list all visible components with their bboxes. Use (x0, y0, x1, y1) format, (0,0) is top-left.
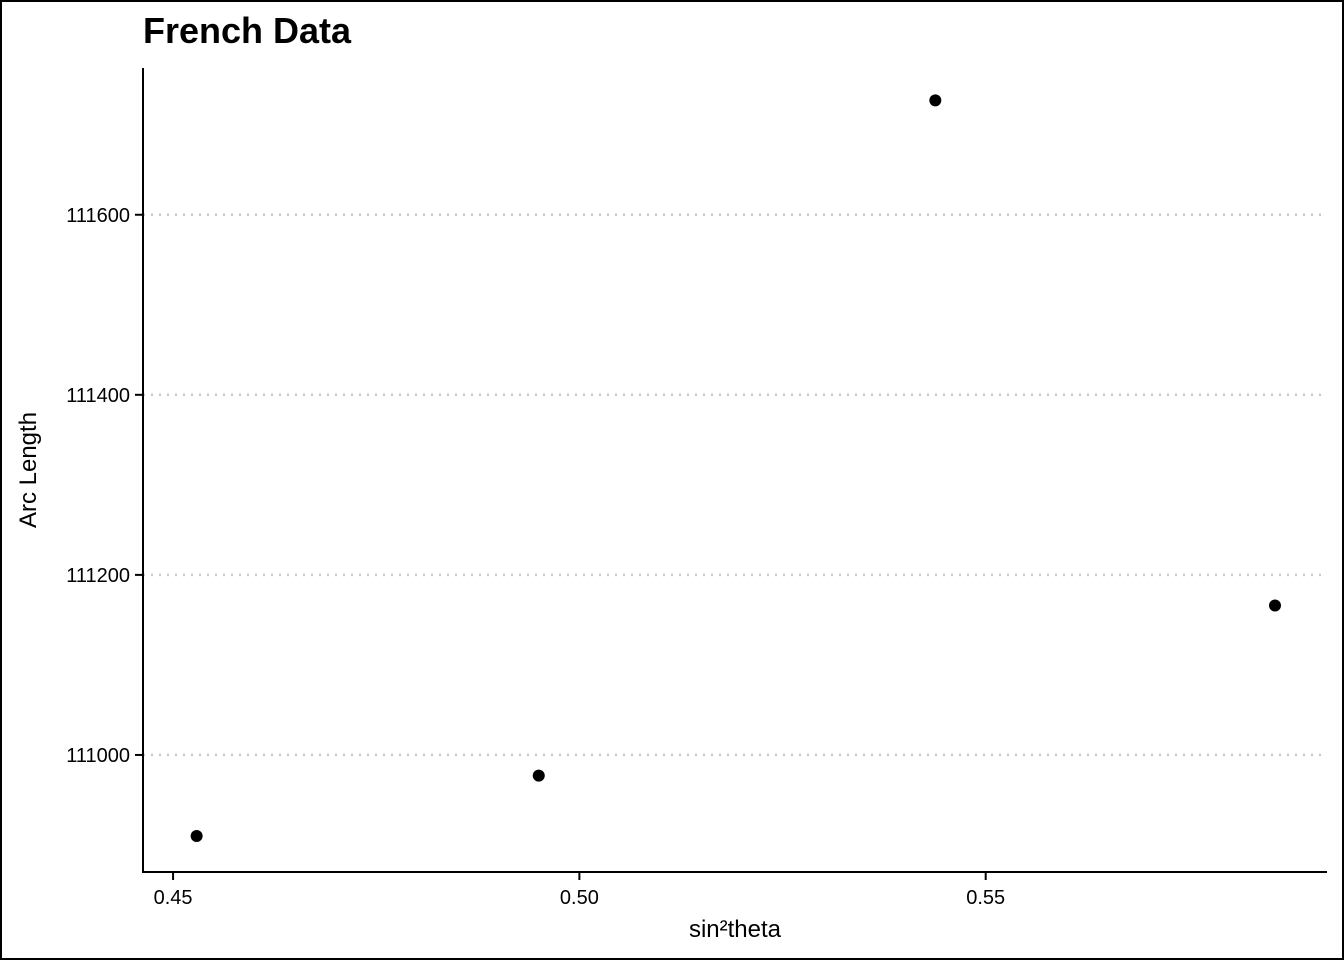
y-tick-label: 111600 (66, 205, 130, 227)
data-point (191, 830, 203, 842)
data-point (533, 770, 545, 782)
x-tick-label: 0.50 (560, 887, 599, 909)
x-axis-title: sin²theta (689, 916, 782, 943)
data-point (1269, 600, 1281, 612)
chart-title: French Data (143, 10, 352, 51)
y-axis-title: Arc Length (15, 412, 42, 528)
y-gridlines (143, 215, 1327, 755)
x-tick-label: 0.55 (966, 887, 1005, 909)
x-tick-label: 0.45 (154, 887, 193, 909)
x-axis-ticks: 0.45 0.50 0.55 (154, 872, 1006, 909)
data-points (191, 94, 1281, 842)
y-tick-label: 111000 (66, 745, 130, 767)
data-point (929, 94, 941, 106)
y-axis-ticks: 111000 111200 111400 111600 (66, 205, 143, 767)
y-tick-label: 111400 (66, 385, 130, 407)
y-tick-label: 111200 (66, 565, 130, 587)
